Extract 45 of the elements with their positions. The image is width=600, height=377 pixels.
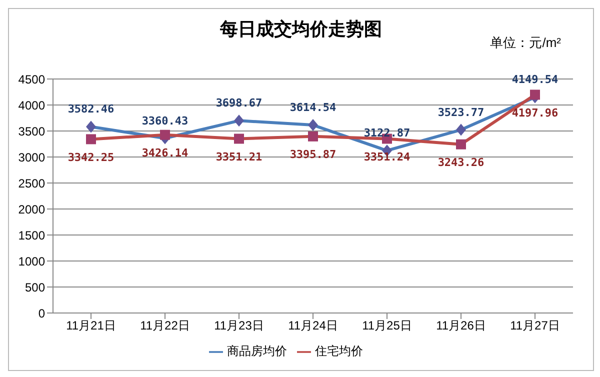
data-label: 3351.24 — [364, 150, 411, 164]
point — [308, 131, 318, 142]
x-tick-label: 11月27日 — [510, 318, 560, 333]
data-label: 3395.87 — [290, 148, 336, 162]
y-tick-label: 2500 — [18, 176, 46, 190]
y-tick-label: 500 — [24, 280, 46, 294]
data-label: 3342.25 — [68, 151, 114, 164]
x-tick-label: 11月23日 — [214, 318, 264, 333]
point — [86, 120, 96, 133]
x-tick-label: 11月22日 — [140, 318, 190, 333]
y-tick-label: 3500 — [18, 124, 46, 138]
y-tick-label: 4000 — [18, 98, 46, 112]
data-label: 4197.96 — [512, 106, 559, 120]
y-tick-label: 2000 — [18, 202, 46, 216]
data-label: 3614.54 — [290, 101, 337, 114]
data-label: 4149.54 — [512, 73, 559, 86]
data-label: 3122.87 — [364, 126, 410, 140]
y-tick-label: 1500 — [18, 228, 46, 242]
legend-label: 住宅均价 — [315, 344, 363, 358]
data-label: 3243.26 — [438, 156, 485, 170]
point — [160, 130, 170, 140]
y-tick-label: 4500 — [18, 72, 46, 86]
point — [234, 134, 244, 144]
y-tick-label: 3000 — [18, 150, 46, 164]
data-label: 3426.14 — [142, 146, 189, 160]
point — [456, 139, 466, 150]
y-tick-label: 1000 — [18, 254, 46, 268]
x-tick-label: 11月26日 — [436, 318, 486, 333]
data-label: 3582.46 — [68, 102, 115, 116]
data-label: 3351.21 — [216, 150, 263, 164]
x-tick-label: 11月21日 — [66, 318, 116, 333]
data-label: 3698.67 — [216, 96, 262, 110]
data-label: 3360.43 — [142, 114, 188, 128]
point — [530, 90, 540, 100]
point — [308, 119, 318, 132]
text: 单位：元/m² — [490, 35, 562, 50]
data-label: 3523.77 — [438, 106, 484, 119]
legend-label: 商品房均价 — [227, 344, 287, 358]
chart-title: 每日成交均价走势图 — [220, 19, 382, 39]
y-tick-label: 0 — [38, 306, 46, 320]
x-tick-label: 11月24日 — [288, 318, 338, 333]
point — [86, 134, 96, 144]
x-tick-label: 11月25日 — [362, 318, 412, 333]
point — [234, 114, 244, 127]
point — [456, 124, 466, 136]
